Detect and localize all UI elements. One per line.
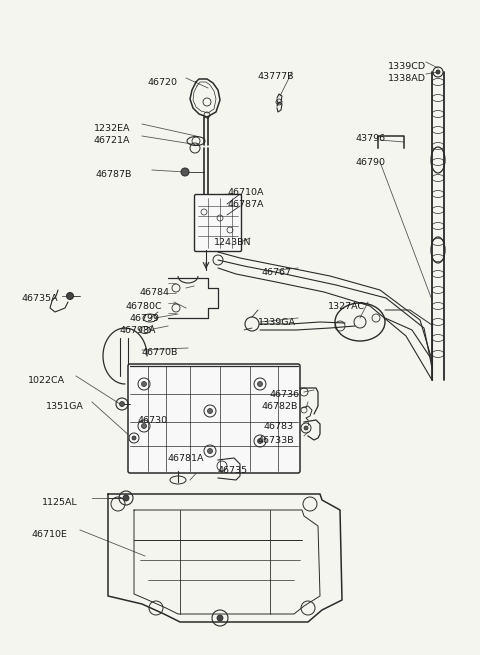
Circle shape bbox=[257, 381, 263, 386]
Circle shape bbox=[142, 381, 146, 386]
Text: 46710E: 46710E bbox=[32, 530, 68, 539]
Text: 43777B: 43777B bbox=[258, 72, 295, 81]
Text: 1232EA: 1232EA bbox=[94, 124, 131, 133]
Circle shape bbox=[207, 449, 213, 453]
Text: 46733B: 46733B bbox=[258, 436, 295, 445]
Text: 1351GA: 1351GA bbox=[46, 402, 84, 411]
Circle shape bbox=[436, 70, 440, 74]
Text: 1338AD: 1338AD bbox=[388, 74, 426, 83]
Text: 46736: 46736 bbox=[270, 390, 300, 399]
Circle shape bbox=[123, 495, 129, 501]
Circle shape bbox=[207, 409, 213, 413]
Text: 46767: 46767 bbox=[262, 268, 292, 277]
Circle shape bbox=[120, 402, 124, 407]
Text: 46782B: 46782B bbox=[262, 402, 299, 411]
Text: 46770B: 46770B bbox=[142, 348, 179, 357]
Circle shape bbox=[67, 293, 73, 299]
Text: 46799: 46799 bbox=[130, 314, 160, 323]
Text: 1243BN: 1243BN bbox=[214, 238, 252, 247]
Circle shape bbox=[304, 426, 308, 430]
Text: 46730: 46730 bbox=[138, 416, 168, 425]
Circle shape bbox=[257, 438, 263, 443]
Text: 1125AL: 1125AL bbox=[42, 498, 78, 507]
Text: 46784: 46784 bbox=[140, 288, 170, 297]
Text: 1339CD: 1339CD bbox=[388, 62, 426, 71]
Text: 46735A: 46735A bbox=[22, 294, 59, 303]
Text: 46720: 46720 bbox=[148, 78, 178, 87]
FancyBboxPatch shape bbox=[194, 195, 241, 252]
Text: 46780C: 46780C bbox=[126, 302, 163, 311]
Text: 46798A: 46798A bbox=[120, 326, 156, 335]
Text: 43796: 43796 bbox=[356, 134, 386, 143]
Text: 1327AC: 1327AC bbox=[328, 302, 365, 311]
Circle shape bbox=[217, 615, 223, 621]
Circle shape bbox=[142, 424, 146, 428]
Text: 46710A: 46710A bbox=[228, 188, 264, 197]
Text: 46783: 46783 bbox=[264, 422, 294, 431]
FancyBboxPatch shape bbox=[128, 364, 300, 473]
Text: 46735: 46735 bbox=[218, 466, 248, 475]
Circle shape bbox=[132, 436, 136, 440]
Text: 46790: 46790 bbox=[356, 158, 386, 167]
Text: 1022CA: 1022CA bbox=[28, 376, 65, 385]
Text: 46787A: 46787A bbox=[228, 200, 264, 209]
Text: 46721A: 46721A bbox=[94, 136, 131, 145]
Text: 1339GA: 1339GA bbox=[258, 318, 296, 327]
Text: 46781A: 46781A bbox=[168, 454, 204, 463]
Text: 46787B: 46787B bbox=[96, 170, 132, 179]
Circle shape bbox=[181, 168, 189, 176]
